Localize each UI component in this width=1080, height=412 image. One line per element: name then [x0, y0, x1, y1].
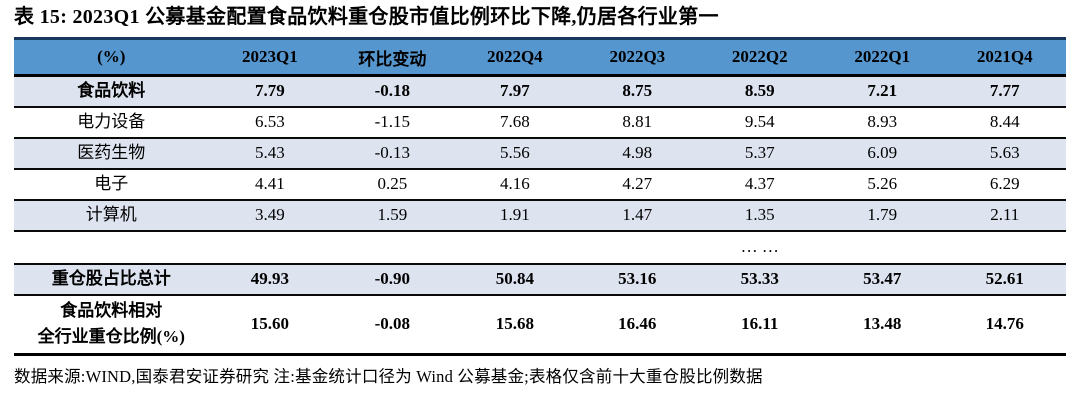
header-row: (%) 2023Q1 环比变动 2022Q4 2022Q3 2022Q2 2022Q1 202…: [14, 38, 1066, 76]
source-note: 数据来源:WIND,国泰君安证券研究 注:基金统计口径为 Wind 公募基金;表…: [14, 367, 763, 386]
cell-value: 5.26: [867, 174, 898, 193]
unit-header: (%): [97, 47, 126, 66]
table-row: 食品饮料相对 全行业重仓比例(%) 15.60 -0.08 15.68 16.46 16.…: [14, 295, 1066, 355]
cell-value: 1.91: [499, 205, 530, 224]
cell-value: 49.93: [250, 269, 289, 288]
cell-value: 1.47: [622, 205, 653, 224]
cell-value: 16.11: [741, 314, 779, 334]
cell-value: -1.15: [374, 112, 411, 131]
row-label: 电力设备: [77, 111, 146, 131]
cell-value: 8.44: [989, 112, 1020, 131]
cell-value: 7.79: [254, 81, 285, 101]
cell-value: [209, 231, 331, 264]
cell-value: 13.48: [863, 314, 902, 334]
cell-value: … …: [740, 237, 779, 256]
cell-value: 4.37: [744, 174, 775, 193]
column-header: 2022Q3: [609, 47, 666, 66]
column-header: 2021Q4: [976, 47, 1033, 66]
row-label: 电子: [94, 173, 129, 193]
cell-value: 8.93: [867, 112, 898, 131]
table-row: 电子 4.41 0.25 4.16 4.27 4.37 5.26 6.29: [14, 169, 1066, 200]
cell-value: 4.98: [622, 143, 653, 162]
row-label: [14, 231, 209, 264]
row-label: 医药生物: [77, 142, 146, 162]
cell-value: 2.11: [990, 205, 1020, 224]
cell-value: 5.63: [989, 143, 1020, 162]
cell-value: 1.59: [377, 205, 408, 224]
cell-value: 52.61: [985, 269, 1024, 288]
table-row: … …: [14, 230, 1066, 264]
report-page: 表 15: 2023Q1 公募基金配置食品饮料重仓股市值比例环比下降,仍居各行业…: [14, 6, 1066, 386]
cell-value: 4.41: [254, 174, 285, 193]
cell-value: 6.29: [989, 174, 1020, 193]
cell-value: 6.53: [254, 112, 285, 131]
column-header: 2022Q4: [486, 47, 543, 66]
cell-value: 8.75: [622, 81, 653, 101]
cell-value: -0.13: [374, 143, 411, 162]
row-label: 食品饮料相对 全行业重仓比例(%): [37, 300, 185, 347]
cell-value: 53.33: [740, 269, 779, 288]
cell-value: 7.97: [499, 81, 530, 101]
table-row: 医药生物 5.43 -0.13 5.56 4.98 5.37 6.09 5.63: [14, 137, 1066, 169]
cell-value: 6.09: [867, 143, 898, 162]
cell-value: 9.54: [744, 112, 775, 131]
cell-value: 8.59: [744, 81, 775, 101]
table-title: 表 15: 2023Q1 公募基金配置食品饮料重仓股市值比例环比下降,仍居各行业…: [14, 6, 719, 28]
cell-value: 14.76: [985, 314, 1024, 334]
cell-value: 7.68: [499, 112, 530, 131]
cell-value: 16.46: [618, 314, 657, 334]
cell-value: -0.90: [374, 269, 411, 288]
table-row: 食品饮料 7.79 -0.18 7.97 8.75 8.59 7.21 7.77: [14, 75, 1066, 107]
cell-value: 15.60: [250, 314, 289, 334]
cell-value: 53.16: [618, 269, 657, 288]
cell-value: -0.08: [374, 314, 411, 334]
cell-value: [454, 231, 576, 264]
table-row: 重仓股占比总计 49.93 -0.90 50.84 53.16 53.33 53.47 52.…: [14, 263, 1066, 295]
cell-value: [576, 231, 698, 264]
fund-allocation-table: (%) 2023Q1 环比变动 2022Q4 2022Q3 2022Q2 2022Q1 202…: [14, 37, 1066, 356]
cell-value: 1.35: [744, 205, 775, 224]
column-header: 环比变动: [358, 49, 427, 69]
column-header: 2023Q1: [241, 47, 298, 66]
column-header: 2022Q1: [854, 47, 911, 66]
cell-value: 5.56: [499, 143, 530, 162]
cell-value: 4.27: [622, 174, 653, 193]
cell-value: [821, 231, 943, 264]
cell-value: 8.81: [622, 112, 653, 131]
cell-value: 3.49: [254, 205, 285, 224]
cell-value: 53.47: [863, 269, 902, 288]
column-header: 2022Q2: [731, 47, 788, 66]
cell-value: 4.16: [499, 174, 530, 193]
cell-value: 5.43: [254, 143, 285, 162]
table-header: (%) 2023Q1 环比变动 2022Q4 2022Q3 2022Q2 2022Q1 202…: [14, 38, 1066, 76]
cell-value: 50.84: [495, 269, 534, 288]
cell-value: [944, 231, 1066, 264]
cell-value: 7.77: [989, 81, 1020, 101]
cell-value: -0.18: [374, 81, 411, 101]
table-body: 食品饮料 7.79 -0.18 7.97 8.75 8.59 7.21 7.77 电力设备 6.5…: [14, 75, 1066, 355]
row-label: 食品饮料: [77, 81, 146, 101]
row-label: 重仓股占比总计: [51, 268, 171, 288]
cell-value: 1.79: [867, 205, 898, 224]
cell-value: 0.25: [377, 174, 408, 193]
table-row: 电力设备 6.53 -1.15 7.68 8.81 9.54 8.93 8.44: [14, 107, 1066, 138]
cell-value: 7.21: [867, 81, 898, 101]
cell-value: 5.37: [744, 143, 775, 162]
cell-value: [331, 231, 453, 264]
cell-value: 15.68: [495, 314, 534, 334]
row-label: 计算机: [85, 204, 137, 224]
table-row: 计算机 3.49 1.59 1.91 1.47 1.35 1.79 2.11: [14, 199, 1066, 231]
